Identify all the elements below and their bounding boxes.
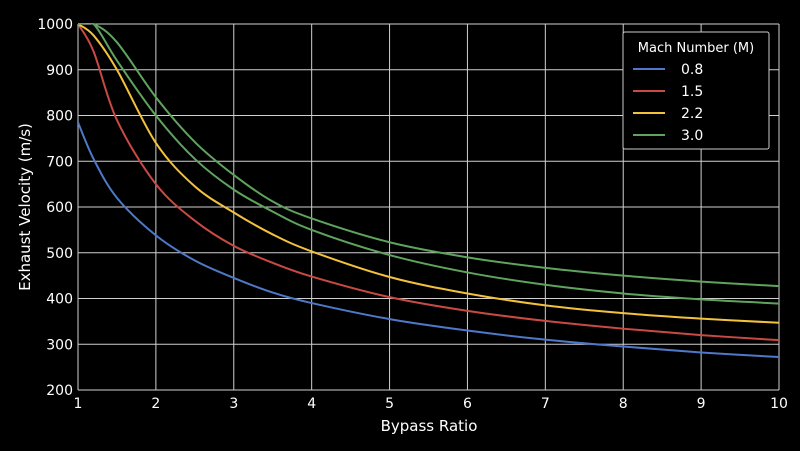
- legend-title: Mach Number (M): [638, 41, 754, 56]
- y-tick-label: 1000: [37, 17, 73, 33]
- series-line-0-8: [78, 121, 779, 359]
- y-axis-label: Exhaust Velocity (m/s): [16, 123, 34, 291]
- series-layer: [78, 23, 779, 359]
- x-axis-label: Bypass Ratio: [381, 417, 478, 435]
- y-tick-label: 500: [46, 246, 73, 262]
- series-line-1-5: [78, 23, 779, 342]
- y-tick-label: 400: [46, 292, 73, 308]
- y-tick-label: 800: [46, 109, 73, 125]
- x-tick-label: 5: [385, 396, 394, 412]
- y-tick-label: 300: [46, 337, 73, 353]
- x-tick-label: 4: [307, 396, 316, 412]
- legend: Mach Number (M) 0.8 1.5 2.2 3.0: [622, 31, 770, 150]
- x-tick-label: 1: [74, 396, 83, 412]
- x-tick-label: 10: [770, 396, 788, 412]
- x-tick-label: 7: [541, 396, 550, 412]
- axis-layer: 1 2 3 4 5 6 7 8 9 10 200 300 400 500 600 700 800 900 1000: [37, 17, 788, 412]
- legend-entry-label: 1.5: [681, 84, 703, 100]
- legend-entry-label: 0.8: [681, 62, 703, 78]
- series-line-3-0b: [78, 23, 779, 305]
- y-tick-label: 700: [46, 154, 73, 170]
- legend-entry-label: 3.0: [681, 128, 703, 144]
- series-line-2-2: [78, 23, 779, 324]
- y-tick-label: 200: [46, 383, 73, 399]
- y-tick-label: 600: [46, 200, 73, 216]
- legend-entry-label: 2.2: [681, 106, 703, 122]
- legend-box: [622, 31, 770, 150]
- x-tick-label: 6: [463, 396, 472, 412]
- y-tick-label: 900: [46, 63, 73, 79]
- x-tick-label: 3: [229, 396, 238, 412]
- x-tick-label: 9: [697, 396, 706, 412]
- x-tick-label: 8: [619, 396, 628, 412]
- x-tick-label: 2: [151, 396, 160, 412]
- series-line-3-0a: [78, 23, 779, 288]
